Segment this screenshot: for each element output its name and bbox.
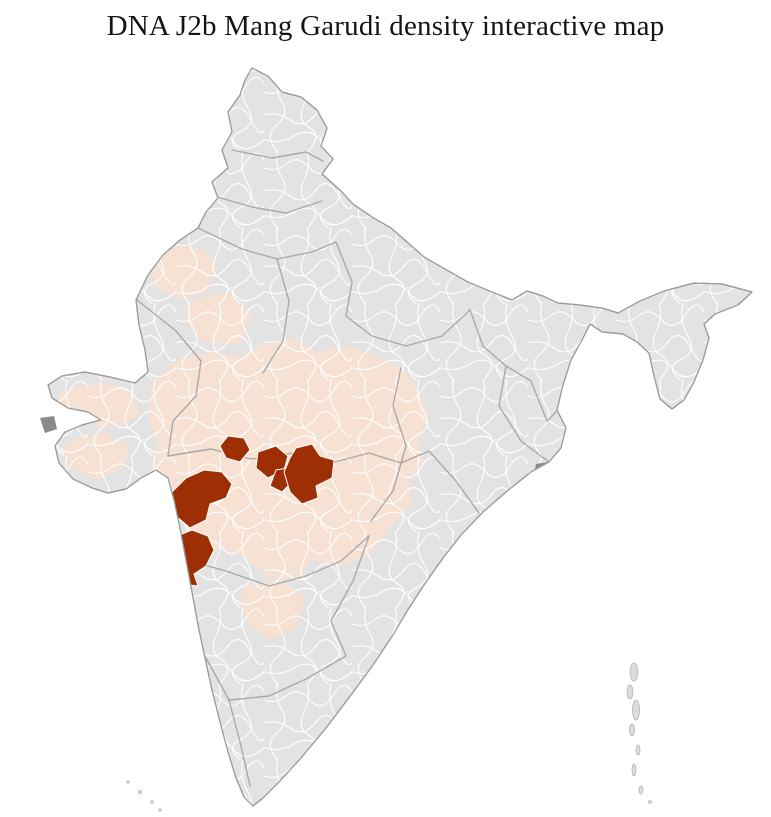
page-title: DNA J2b Mang Garudi density interactive … <box>106 10 665 42</box>
west-coast-dark-patch <box>40 416 57 433</box>
district-boundaries <box>48 68 752 806</box>
high-density-district[interactable] <box>283 443 335 505</box>
andaman-nicobar-islands[interactable] <box>626 662 652 804</box>
state-boundaries <box>136 149 649 787</box>
lakshadweep-islands[interactable] <box>126 780 162 812</box>
high-density-district[interactable] <box>219 435 251 463</box>
